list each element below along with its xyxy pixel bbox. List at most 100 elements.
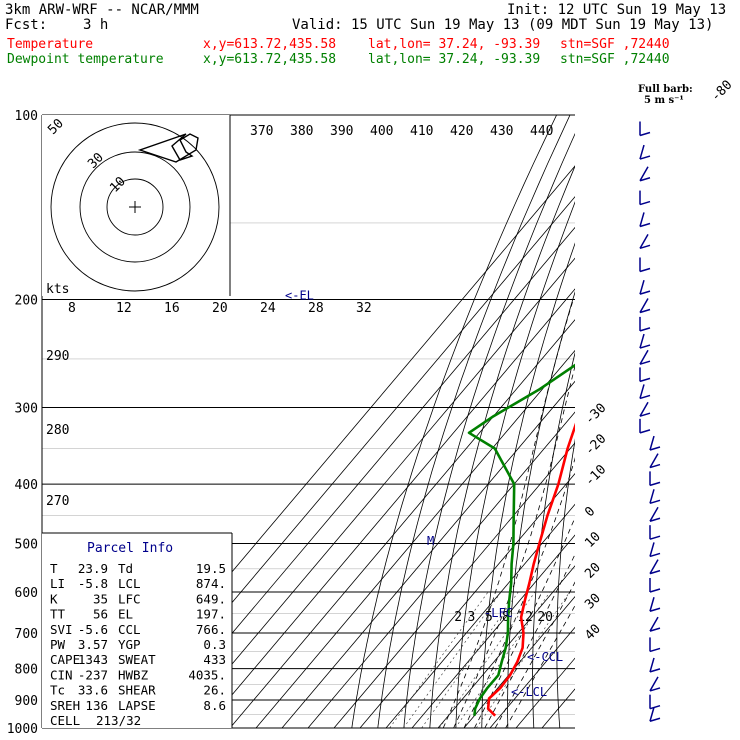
wind-barb: [649, 489, 661, 505]
dewpoint-legend-xy: x,y=613.72,435.58: [203, 52, 336, 67]
parcel-key-left: SREH: [50, 698, 80, 713]
wind-key-value: 5 m s⁻¹: [644, 95, 684, 106]
theta-label: 370: [250, 124, 273, 139]
parcel-key-left: LI: [50, 576, 65, 591]
parcel-cell-label: CELL: [50, 713, 80, 728]
wind-barb: [649, 435, 661, 451]
wind-barb: [639, 279, 651, 295]
isotherm-line: [255, 349, 575, 728]
marker-ccl: <-CCL: [527, 650, 563, 664]
parcel-value-right: 766.: [196, 622, 226, 637]
wind-barb-flag: [649, 704, 661, 710]
theta-label: 420: [450, 124, 473, 139]
theta-left-label: 280: [46, 423, 69, 438]
parcel-value-left: -237: [78, 667, 108, 682]
parcel-value-left: -5.8: [78, 576, 108, 591]
wind-barb: [639, 212, 651, 228]
wind-barb: [639, 401, 651, 417]
pressure-label-700: 700: [15, 627, 38, 642]
dry-adiabat: [668, 115, 732, 740]
pressure-label-900: 900: [15, 694, 38, 709]
hodograph-axis-tick: 32: [356, 301, 372, 316]
isotherm-label: 10: [582, 529, 604, 551]
wind-barb-staff: [649, 489, 655, 504]
wind-barb-flag: [649, 517, 661, 522]
parcel-value-right: 19.5: [196, 561, 226, 576]
isotherm-label: -10: [582, 462, 609, 489]
wind-barb-flag: [639, 200, 651, 206]
wind-barb-flag: [639, 308, 651, 314]
wind-barb: [639, 257, 651, 273]
wind-barb-staff: [649, 435, 655, 451]
wind-barb: [639, 349, 651, 365]
temperature-legend-station: stn=SGF ,72440: [560, 37, 670, 52]
wind-barb-staff: [649, 597, 655, 612]
isotherm-label: 40: [582, 622, 604, 644]
theta-label: 380: [290, 124, 313, 139]
isotherm-line: [463, 596, 575, 728]
mixing-ratio-label: 20: [537, 610, 553, 625]
pressure-label-100: 100: [15, 109, 38, 124]
wind-barb-staff: [639, 144, 645, 160]
wind-barb-flag: [639, 327, 651, 332]
mixing-ratio-label: 12: [517, 610, 533, 625]
parcel-key-right: SHEAR: [118, 683, 156, 698]
dewpoint-legend-label: Dewpoint temperature: [7, 52, 164, 67]
wind-barb-flag: [639, 131, 651, 137]
wind-barb: [649, 471, 661, 487]
parcel-value-left: 136: [85, 698, 108, 713]
wind-barb-staff: [639, 349, 649, 365]
wind-barb-flag: [649, 552, 661, 558]
wind-barb-staff: [649, 559, 659, 575]
wind-barb-flag: [639, 377, 651, 383]
wind-barb: [649, 525, 661, 540]
temperature-legend-label: Temperature: [7, 37, 93, 52]
level-markers: <-EL M -LFC <-CCL <-LCL: [285, 289, 563, 700]
wind-barb: [649, 616, 661, 632]
hodograph-ring: [106, 178, 164, 236]
pressure-label-400: 400: [15, 478, 38, 493]
isotherm-line: [411, 534, 575, 728]
wind-barb-flag: [649, 607, 661, 612]
forecast-value: 3 h: [83, 17, 108, 33]
isotherm-label: -20: [582, 431, 609, 458]
dry-adiabat: [377, 115, 571, 728]
pressure-label-300: 300: [15, 401, 38, 416]
parcel-key-left: SVI: [50, 622, 73, 637]
wind-barb-flag: [649, 717, 661, 722]
wind-barb-staff: [639, 401, 649, 417]
sounding-profiles: [467, 363, 575, 717]
wind-barb-staff: [649, 506, 659, 522]
wind-barb-staff: [639, 279, 645, 295]
mixing-ratio-label: 5: [485, 610, 493, 625]
wind-barb-staff: [639, 298, 649, 313]
wind-barb-staff: [639, 212, 645, 227]
wind-barb: [639, 367, 651, 383]
marker-el: <-EL: [285, 289, 314, 303]
parcel-key-right: LAPSE: [118, 698, 156, 713]
parcel-key-left: T: [50, 561, 58, 576]
parcel-value-left: -5.6: [78, 622, 108, 637]
parcel-key-right: CCL: [118, 622, 141, 637]
parcel-key-right: LFC: [118, 591, 141, 606]
valid-time: Valid: 15 UTC Sun 19 May 13 (09 MDT Sun …: [292, 17, 713, 33]
wind-barb-flag: [649, 481, 661, 487]
wind-barb-flag: [649, 627, 661, 632]
parcel-value-left: 1343: [78, 652, 108, 667]
dry-adiabat: [708, 115, 740, 740]
wind-barb: [639, 384, 651, 400]
parcel-info-title: Parcel Info: [87, 541, 173, 556]
wind-barb-flag: [649, 535, 661, 540]
wind-barb-flag: [649, 446, 661, 451]
wind-barb-staff: [649, 542, 655, 557]
parcel-value-left: 3.57: [78, 637, 108, 652]
isotherm-line: [489, 626, 575, 728]
isotherm-line: [177, 257, 575, 728]
wind-barb-flag: [639, 290, 651, 295]
isotherm-line: [385, 503, 575, 728]
parcel-key-left: TT: [50, 607, 66, 622]
wind-barb: [639, 144, 651, 160]
temperature-legend-latlon: lat,lon= 37.24, -93.39: [368, 37, 540, 52]
